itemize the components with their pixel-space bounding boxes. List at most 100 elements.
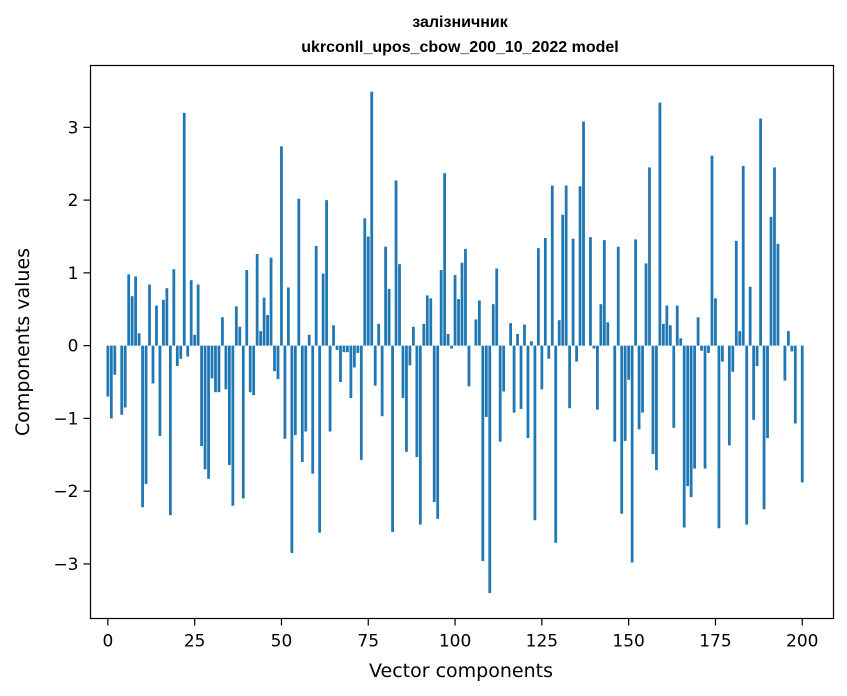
bar-16 (162, 299, 165, 346)
bar-157 (651, 345, 655, 455)
bar-67 (339, 345, 342, 383)
bar-32 (217, 345, 221, 393)
bar-82 (391, 345, 394, 532)
bar-74 (363, 218, 367, 346)
bar-53 (290, 345, 294, 554)
bar-120 (523, 324, 526, 346)
bar-38 (238, 326, 242, 346)
bar-177 (721, 345, 724, 362)
x-tick-label-200: 200 (786, 632, 818, 652)
bar-161 (665, 305, 669, 346)
bar-142 (599, 304, 603, 346)
bar-64 (328, 345, 332, 432)
bar-55 (297, 198, 301, 346)
bar-132 (564, 185, 568, 346)
bar-190 (766, 345, 769, 439)
bar-15 (158, 345, 162, 436)
bar-152 (634, 239, 637, 346)
bar-73 (359, 345, 363, 460)
bar-23 (186, 345, 190, 357)
bar-22 (182, 112, 186, 346)
bar-26 (196, 284, 200, 346)
bar-195 (783, 345, 787, 381)
bar-21 (179, 345, 183, 359)
bar-51 (283, 345, 287, 439)
bar-154 (641, 345, 644, 413)
bar-37 (234, 306, 238, 346)
bar-96 (439, 269, 443, 346)
bar-181 (734, 240, 738, 346)
bar-183 (741, 165, 745, 346)
bar-29 (207, 345, 210, 479)
bar-87 (408, 345, 412, 366)
bar-184 (745, 345, 749, 525)
bar-176 (717, 345, 721, 529)
bar-43 (255, 253, 259, 346)
bar-192 (773, 167, 776, 346)
bar-108 (481, 345, 485, 562)
bar-143 (602, 240, 606, 346)
bar-185 (748, 286, 752, 346)
bar-93 (429, 298, 433, 346)
bar-113 (498, 345, 502, 442)
bar-101 (457, 299, 460, 346)
bar-100 (453, 275, 457, 346)
bar-112 (495, 268, 499, 346)
bar-77 (373, 345, 377, 386)
bar-130 (557, 320, 561, 346)
bar-33 (221, 317, 224, 346)
bar-162 (668, 325, 672, 346)
bar-94 (432, 345, 436, 503)
bar-141 (596, 345, 599, 410)
bar-159 (658, 102, 662, 346)
bar-88 (412, 326, 415, 346)
bar-31 (214, 345, 217, 393)
bar-126 (543, 237, 547, 346)
bar-149 (623, 345, 627, 441)
bar-127 (547, 345, 551, 359)
bar-102 (460, 262, 464, 346)
y-tick-label--3: −3 (53, 555, 78, 575)
y-axis-label: Components values (12, 248, 34, 436)
bar-119 (519, 345, 523, 409)
bar-166 (682, 345, 686, 528)
bar-20 (175, 345, 179, 367)
bar-155 (644, 263, 648, 346)
bar-25 (193, 334, 197, 346)
bar-14 (155, 305, 158, 346)
bar-76 (370, 91, 374, 346)
bar-136 (578, 186, 582, 346)
bar-7 (130, 296, 134, 346)
bar-98 (446, 334, 450, 346)
bar-129 (554, 345, 558, 543)
bar-99 (450, 345, 453, 349)
bar-168 (689, 345, 693, 497)
bar-124 (536, 248, 540, 346)
bar-45 (262, 297, 266, 346)
bar-169 (693, 345, 697, 469)
bar-135 (575, 345, 578, 362)
bar-30 (210, 345, 214, 379)
bar-92 (425, 295, 429, 346)
bar-1 (109, 345, 113, 419)
bar-49 (276, 345, 280, 380)
bar-106 (474, 319, 478, 346)
bar-11 (144, 345, 148, 484)
plot-frame (89, 64, 835, 620)
bar-125 (540, 345, 544, 390)
bar-71 (352, 345, 356, 368)
x-axis-label: Vector components (369, 660, 553, 682)
bar-34 (224, 345, 228, 390)
bar-186 (752, 345, 756, 420)
bar-118 (516, 334, 519, 346)
bar-147 (616, 246, 620, 346)
bar-27 (200, 345, 203, 447)
bar-163 (672, 345, 676, 428)
bar-62 (321, 273, 325, 346)
bar-13 (151, 345, 155, 384)
bar-134 (571, 238, 575, 346)
bar-48 (273, 345, 276, 372)
x-tick-label-175: 175 (699, 632, 731, 652)
bar-75 (366, 236, 370, 346)
bar-170 (696, 317, 700, 346)
